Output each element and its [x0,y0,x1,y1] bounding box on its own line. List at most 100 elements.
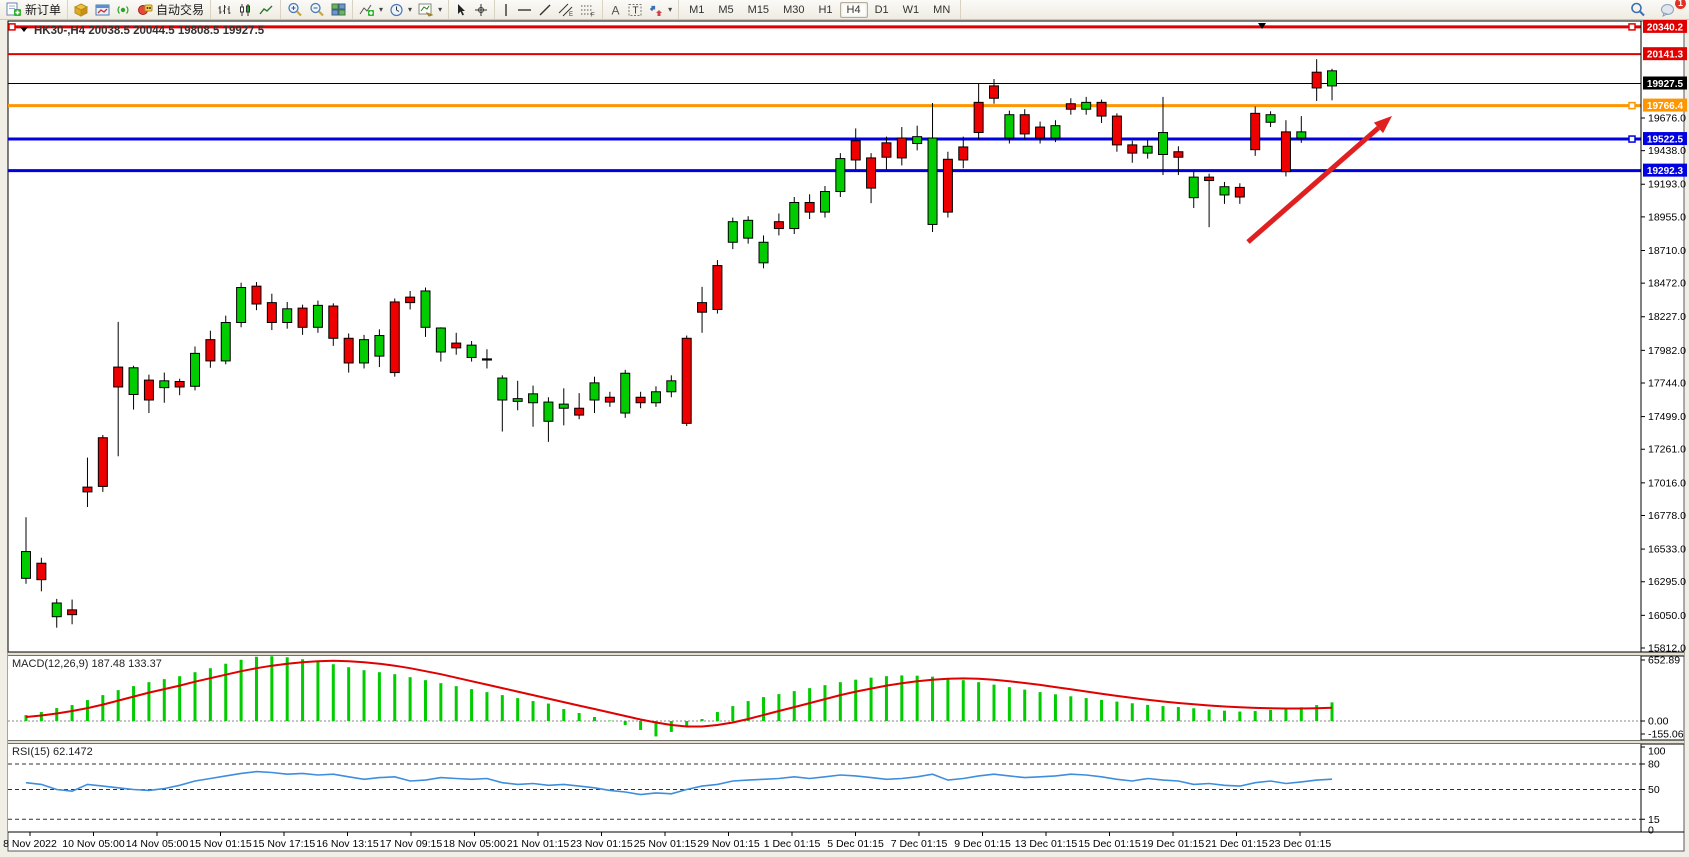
rsi-label: RSI(15) 62.1472 [12,746,93,758]
candle-body [205,339,216,362]
indicators-button[interactable]: ▾ [356,2,386,18]
line-handle[interactable] [1628,101,1636,110]
price-badge-19766.4 [1643,98,1687,112]
tf-m30-button[interactable]: M30 [783,3,805,16]
clock-icon [390,3,403,16]
news-button[interactable] [113,2,134,18]
macd-signal-line [25,659,1333,728]
quotes-button[interactable] [71,2,92,18]
candle-body [697,302,708,313]
candle-body [896,137,907,159]
panel-splitter[interactable] [8,652,1684,656]
text-label-T-icon: T [628,3,642,16]
candle-body [374,335,385,357]
tile-windows-button[interactable] [328,2,349,18]
candle-body [1265,114,1276,123]
price-badge-19927.5 [1643,76,1687,90]
rsi-panel[interactable] [8,744,1641,832]
indicators-icon [359,4,375,16]
time-label: 29 Nov 01:15 [697,838,760,850]
time-label: 15 Nov 17:15 [253,838,316,850]
line-chart-mode-button[interactable] [256,2,277,18]
trend-arrow-head[interactable] [1373,116,1392,134]
notifications-button[interactable]: 1 [1657,0,1686,18]
cursor-tool-button[interactable] [452,2,471,18]
tf-m5-button[interactable]: M5 [718,3,734,16]
candle-body [1111,115,1122,146]
templates-dropdown-arrow[interactable]: ▾ [438,5,443,14]
bar-chart-mode-button[interactable] [214,2,235,18]
template-icon [418,3,434,17]
candle-body [36,562,47,581]
candle-body [481,358,492,361]
candle-body [988,85,999,99]
horizontal-line-tool[interactable] [514,2,535,18]
search-button[interactable] [1627,1,1649,18]
object-list-arrow[interactable] [20,27,28,32]
candle-body [1096,101,1107,117]
templates-button[interactable]: ▾ [415,2,445,18]
tf-mn-button[interactable]: MN [933,3,951,16]
candle-body [819,191,830,213]
main-price-panel[interactable] [7,20,1642,653]
arrows-dropdown-arrow[interactable]: ▾ [668,5,673,14]
price-tick-label: 17744.0 [1648,377,1686,389]
autotrading-button[interactable]: 自动交易 [134,0,207,19]
trendline-tool[interactable] [535,2,555,18]
candle-body [804,201,815,213]
candle-body [773,221,784,230]
chart-shift-marker[interactable] [1258,23,1266,29]
channel-tool[interactable]: E [555,2,577,18]
text-label-tool[interactable]: T [625,2,646,18]
vertical-line-tool[interactable] [498,2,514,18]
svg-text:E: E [569,12,573,17]
time-label: 1 Dec 01:15 [764,838,821,850]
tf-d1-button[interactable]: D1 [874,3,889,16]
new-order-button[interactable]: 新订单 [3,0,64,19]
candle-body [1327,70,1338,87]
tf-m15-button[interactable]: M15 [747,3,770,16]
line-handle[interactable] [8,23,16,31]
candle-body [451,342,462,349]
shapes-arrows-icon [649,5,663,16]
trend-arrow-line[interactable] [1246,125,1381,244]
candle-body [1204,176,1215,182]
candle-body [113,366,124,388]
tf-m1-button[interactable]: M1 [689,3,705,16]
price-badge-label: 19927.5 [1647,79,1684,90]
candle-body [236,287,247,324]
candlestick-mode-button[interactable] [235,2,256,18]
periods-button[interactable]: ▾ [386,2,415,18]
crosshair-tool-button[interactable] [471,2,491,18]
candle-body [143,379,154,401]
rsi-line [25,770,1333,796]
candle-body [190,352,201,387]
charts-window-button[interactable] [92,2,113,18]
tf-w1-button[interactable]: W1 [902,3,920,16]
fibonacci-tool[interactable]: F [577,2,599,18]
tf-h1-button[interactable]: H1 [818,3,833,16]
candle-body [359,339,370,364]
panel-splitter[interactable] [8,740,1684,744]
candle-body [650,391,661,404]
candle-body [297,307,308,328]
tf-h4-button[interactable]: H4 [839,1,868,18]
time-label: 21 Dec 01:15 [1205,838,1268,850]
candle-body [389,301,400,374]
signal-icon [117,5,129,14]
candle-body [1219,186,1230,196]
line-handle[interactable] [1628,23,1636,31]
price-badge-label: 20340.2 [1647,22,1684,33]
zoom-out-button[interactable] [306,1,328,18]
macd-label: MACD(12,26,9) 187.48 133.37 [12,658,162,670]
price-tick-label: 18710.0 [1648,245,1686,257]
zoom-in-button[interactable] [284,1,306,18]
periods-dropdown-arrow[interactable]: ▾ [408,5,413,14]
line-handle[interactable] [1628,135,1636,143]
price-tick-label: 16778.0 [1648,510,1686,522]
indicators-dropdown-arrow[interactable]: ▾ [379,5,384,14]
text-tool[interactable]: A [606,2,625,18]
arrows-tool[interactable]: ▾ [646,2,675,18]
fibonacci-icon: F [581,5,595,17]
